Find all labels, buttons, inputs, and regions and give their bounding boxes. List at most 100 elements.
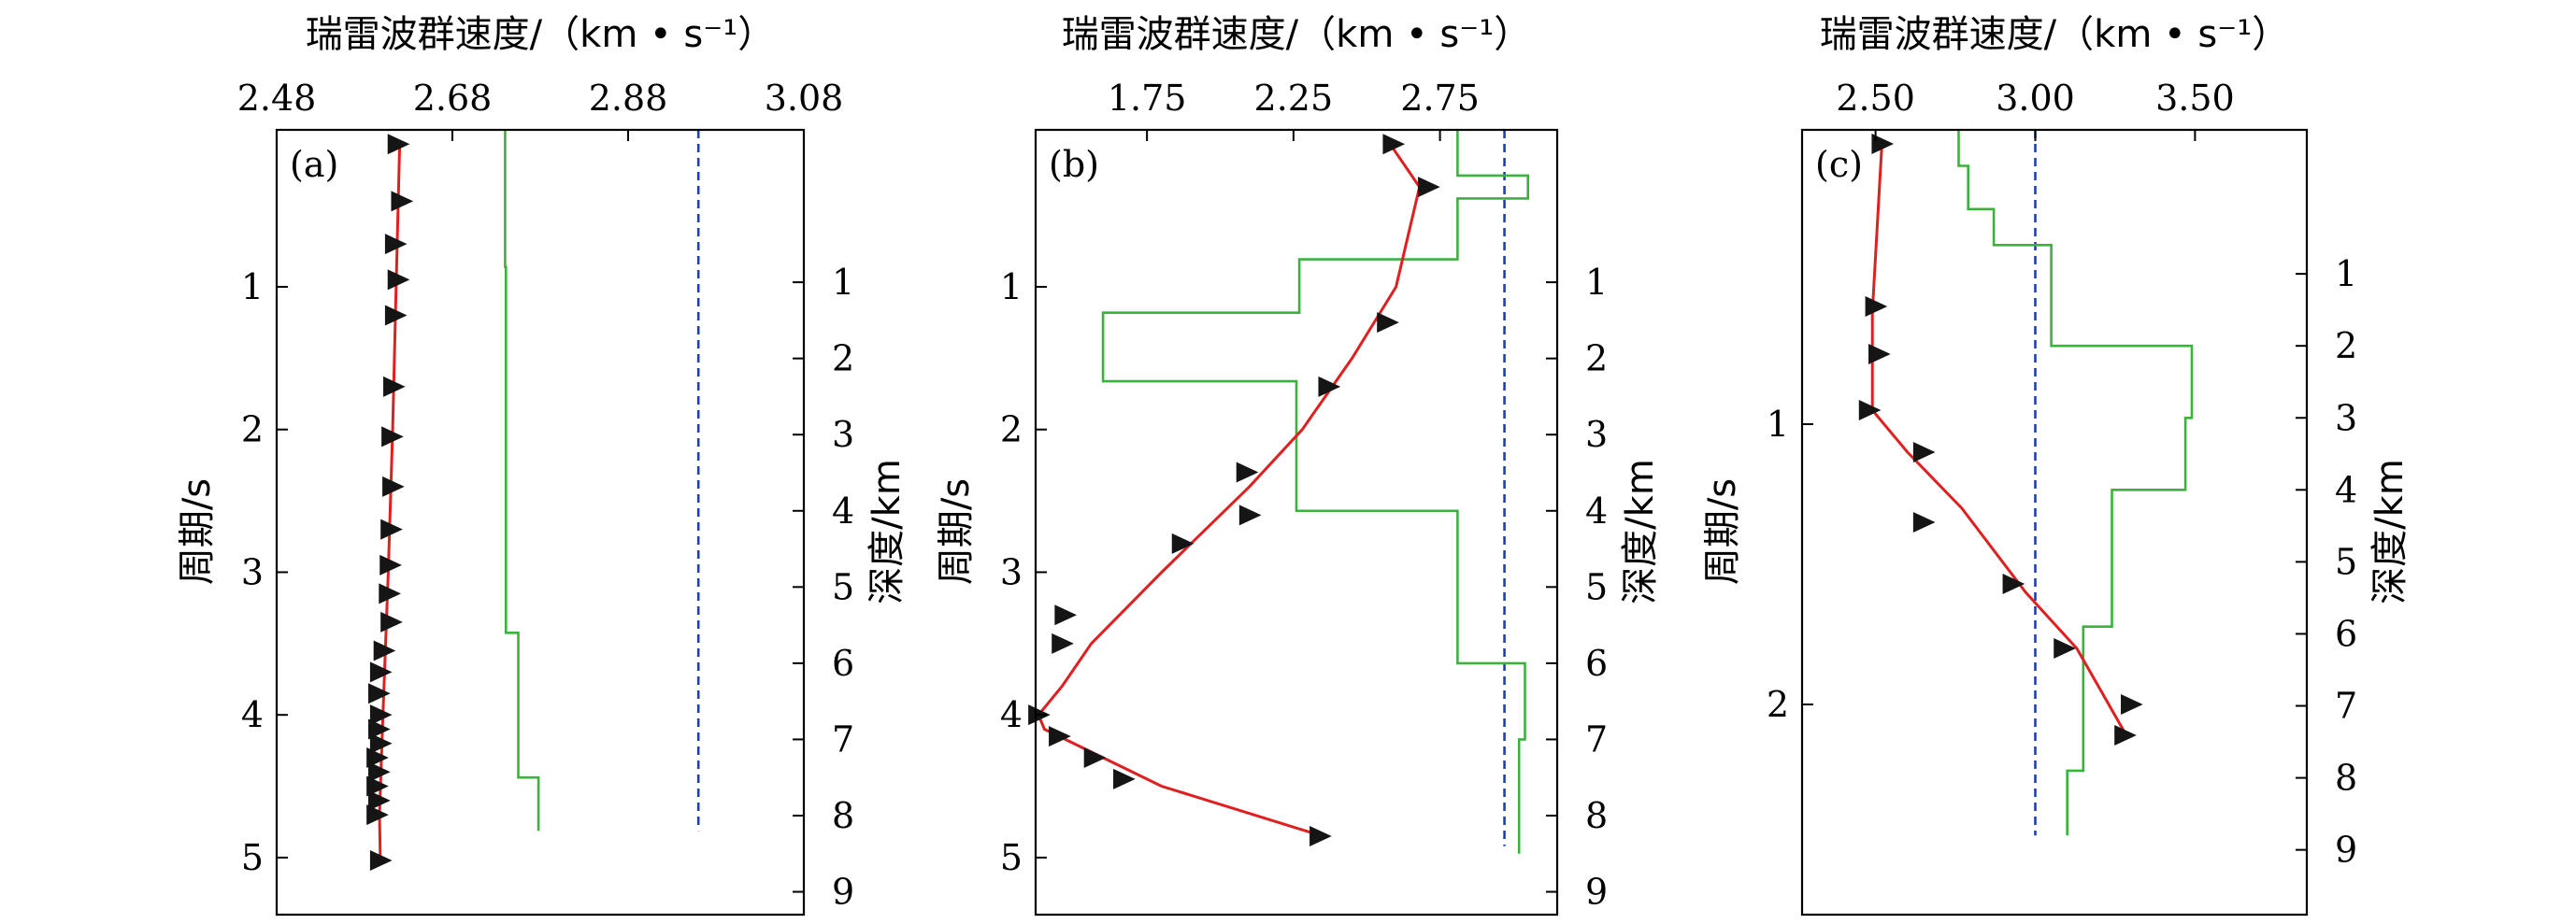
left-tick-label: 4: [241, 694, 264, 735]
right-tick-label: 3: [2335, 397, 2357, 438]
observed-point: [1083, 747, 1107, 768]
right-tick-label: 8: [2335, 758, 2357, 799]
observed-point: [369, 732, 393, 754]
observed-point: [384, 234, 408, 255]
observed-point: [369, 849, 393, 871]
velocity-model-line: [1101, 130, 1529, 854]
observed-point: [2002, 574, 2025, 594]
top-tick-label: 2.25: [1254, 78, 1334, 119]
observed-point: [368, 761, 391, 783]
left-tick-label: 1: [241, 266, 264, 307]
observed-point: [368, 718, 391, 740]
right-tick-label: 6: [1585, 643, 1608, 684]
top-tick-label: 1.75: [1108, 78, 1187, 119]
top-tick-label: 2.68: [413, 78, 493, 119]
dispersion-fit-line: [1870, 143, 2126, 733]
right-tick-label: 7: [832, 718, 854, 760]
right-tick-label: 4: [832, 490, 854, 532]
velocity-model-line: [504, 130, 540, 832]
left-tick-label: 1: [1000, 266, 1023, 307]
left-tick-label: 5: [241, 837, 264, 878]
right-tick-label: 5: [832, 566, 854, 607]
observed-point: [1868, 344, 1891, 364]
right-tick-label: 2: [2335, 325, 2357, 366]
right-tick-label: 4: [1585, 490, 1608, 532]
observed-point: [369, 704, 393, 726]
right-tick-label: 1: [2335, 253, 2357, 294]
right-tick-label: 6: [2335, 613, 2357, 654]
left-tick-label: 3: [1000, 551, 1023, 592]
observed-point: [368, 789, 391, 811]
right-tick-label: 5: [2335, 541, 2357, 582]
top-tick-label: 2.48: [237, 78, 317, 119]
observed-point: [1418, 177, 1440, 198]
top-axis-title: 瑞雷波群速度/（km • s⁻¹）: [306, 13, 776, 56]
right-tick-label: 5: [1585, 566, 1608, 607]
observed-point: [379, 554, 402, 576]
top-axis-title: 瑞雷波群速度/（km • s⁻¹）: [1820, 13, 2290, 56]
observed-point: [1318, 376, 1341, 397]
plot-frame: [1034, 128, 1559, 917]
observed-point: [1858, 400, 1882, 420]
right-tick-label: 1: [1585, 262, 1608, 303]
observed-point: [1865, 296, 1888, 317]
top-tick-label: 2.50: [1836, 78, 1915, 119]
left-tick-label: 2: [1000, 409, 1023, 450]
left-tick-label: 2: [1767, 684, 1789, 725]
observed-point: [380, 519, 403, 540]
observed-point: [1912, 512, 1936, 533]
right-tick-label: 8: [1585, 795, 1608, 836]
right-tick-label: 9: [832, 872, 854, 913]
right-tick-label: 3: [832, 414, 854, 455]
left-axis-title: 周期/s: [1701, 478, 1744, 585]
top-tick-label: 2.88: [589, 78, 668, 119]
observed-point: [366, 804, 389, 826]
left-tick-label: 3: [241, 551, 264, 592]
right-axis-title: 深度/km: [2368, 459, 2411, 604]
observed-point: [387, 134, 410, 155]
observed-point: [384, 305, 408, 326]
right-tick-label: 6: [832, 643, 854, 684]
left-axis-title: 周期/s: [935, 478, 978, 585]
observed-point: [1054, 604, 1077, 626]
panel-label: (c): [1815, 144, 1863, 185]
observed-point: [1871, 134, 1895, 154]
observed-point: [1171, 533, 1195, 554]
top-tick-label: 3.08: [765, 78, 844, 119]
panel-label: (a): [290, 144, 338, 185]
top-tick-label: 2.75: [1400, 78, 1480, 119]
observed-point: [1236, 462, 1259, 483]
observed-point: [379, 583, 401, 604]
right-tick-label: 2: [1585, 338, 1608, 379]
observed-point: [366, 775, 389, 797]
panel-a: 2.48 2.68 2.88 3.08 1 2 3 4 5 1 2 3 4 5 6 7 8 9 (a) 瑞雷波群速度/…: [176, 13, 909, 917]
observed-point: [2114, 725, 2137, 746]
right-tick-label: 9: [1585, 872, 1608, 913]
observed-point: [383, 376, 406, 397]
panel-label: (b): [1049, 144, 1099, 185]
right-tick-label: 7: [1585, 718, 1608, 760]
observed-point: [381, 426, 404, 448]
observed-point: [391, 191, 414, 212]
observed-point: [368, 683, 391, 704]
observed-point: [1052, 633, 1074, 654]
observed-point: [382, 476, 405, 497]
observed-point: [366, 747, 389, 768]
panel-b: 1.75 2.25 2.75 1 2 3 4 5 1 2 3 4 5 6 7 8 9 (b) 瑞雷波群速度/（km …: [935, 13, 1662, 917]
observed-point: [1113, 768, 1136, 789]
right-tick-label: 2: [832, 338, 854, 379]
right-tick-label: 7: [2335, 686, 2357, 727]
right-axis-title: 深度/km: [866, 459, 909, 604]
observed-point: [369, 661, 393, 683]
observed-point: [380, 611, 403, 633]
right-tick-label: 3: [1585, 414, 1608, 455]
observed-point: [2121, 694, 2143, 715]
observed-point: [387, 269, 410, 291]
left-tick-label: 2: [241, 409, 264, 450]
plot-frame: [275, 128, 806, 917]
right-axis-title: 深度/km: [1619, 459, 1662, 604]
observed-point: [1309, 826, 1332, 846]
observed-point: [1912, 442, 1936, 462]
left-tick-label: 1: [1767, 404, 1789, 445]
